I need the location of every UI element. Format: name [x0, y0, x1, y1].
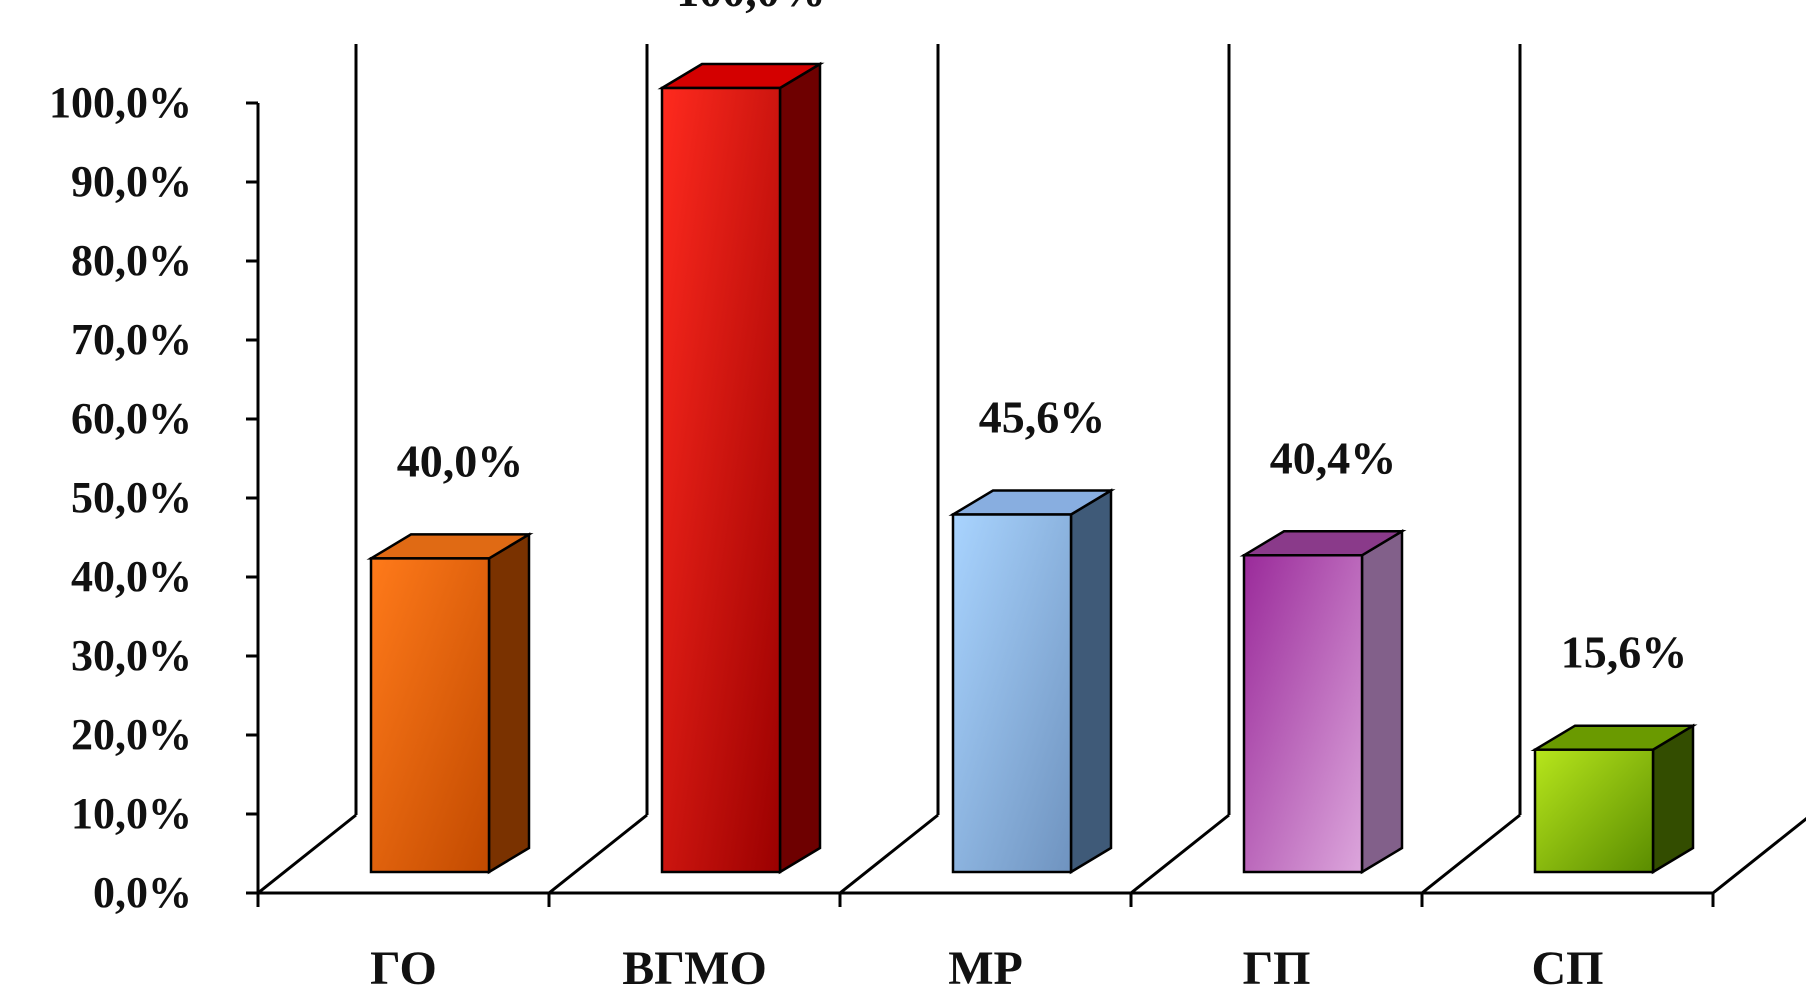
y-axis-tick-label: 0,0%	[93, 868, 192, 917]
bar-front	[660, 86, 782, 874]
y-axis-tick-label: 30,0%	[71, 631, 192, 680]
bar-side	[1651, 723, 1695, 875]
x-axis-category-label: ВГМО	[622, 942, 767, 986]
y-axis-tick-label: 90,0%	[71, 157, 192, 206]
chart-back-walls	[257, 44, 1806, 895]
data-label: 15,6%	[1561, 627, 1688, 678]
y-axis-tick-label: 50,0%	[71, 473, 192, 522]
chart-axes	[246, 101, 1715, 907]
bar-front	[369, 557, 491, 874]
data-label: 40,4%	[1270, 432, 1397, 483]
x-axis-category-label: СП	[1532, 942, 1604, 986]
bar-front	[951, 513, 1073, 874]
bar-СП	[1530, 723, 1698, 875]
bar-side	[778, 61, 822, 875]
y-axis-tick-label: 20,0%	[71, 710, 192, 759]
bar-side	[487, 532, 531, 875]
bar-ГО	[366, 532, 534, 875]
x-axis-category-label: ГО	[370, 942, 437, 986]
x-axis-category-label: ГП	[1243, 942, 1311, 986]
floor-diagonal	[257, 813, 357, 895]
data-label: 45,6%	[979, 391, 1106, 442]
bar-front	[1242, 554, 1364, 874]
data-labels: 40,0% 100,0% 45,6% 40,4% 15,6%	[397, 0, 1688, 678]
y-axis-tick-label: 100,0%	[49, 78, 192, 127]
bar-side	[1069, 488, 1113, 875]
data-label: 40,0%	[397, 435, 524, 486]
floor-diagonal	[1712, 817, 1806, 895]
bar-ГП	[1239, 529, 1407, 875]
floor-diagonal	[548, 813, 648, 895]
floor-diagonal	[1130, 813, 1230, 895]
floor-diagonal	[839, 813, 939, 895]
x-axis-category-labels: ГО ВГМО МР ГП СП	[370, 942, 1603, 986]
y-axis-tick-labels: 0,0% 10,0% 20,0% 30,0% 40,0% 50,0% 60,0% 70,0% 8…	[49, 78, 192, 917]
bar-МР	[948, 488, 1116, 875]
bar-front	[1533, 748, 1655, 874]
y-axis-tick-label: 70,0%	[71, 315, 192, 364]
bar-ВГМО	[657, 61, 825, 875]
y-axis-tick-label: 10,0%	[71, 789, 192, 838]
floor-diagonal	[1421, 813, 1521, 895]
data-label: 100,0%	[676, 0, 826, 16]
y-axis-tick-label: 60,0%	[71, 394, 192, 443]
bar-side	[1360, 529, 1404, 875]
chart-bars	[366, 61, 1698, 875]
y-axis-tick-label: 80,0%	[71, 236, 192, 285]
x-axis-category-label: МР	[948, 942, 1023, 986]
y-axis-tick-label: 40,0%	[71, 552, 192, 601]
